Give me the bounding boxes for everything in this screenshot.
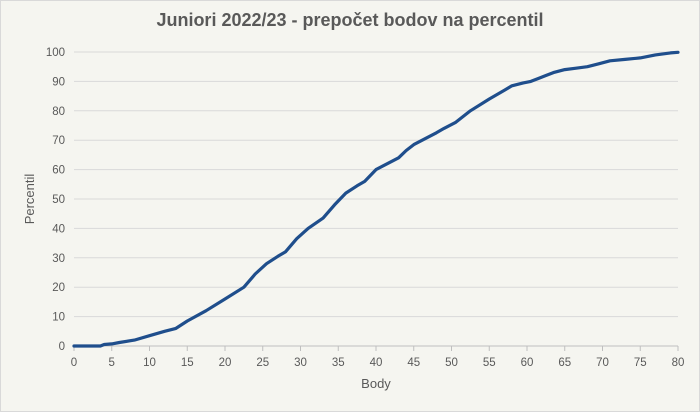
tick-layer: 0 10 20 30 40 50 60 70 80 90 100 0 5 10 15 20 25 30 35 40 45…: [46, 47, 685, 369]
x-tick-label: 55: [483, 357, 496, 369]
x-tick-label: 20: [219, 357, 232, 369]
chart-title: Juniori 2022/23 - prepočet bodov na perc…: [156, 10, 544, 30]
x-tick-label: 65: [558, 357, 571, 369]
y-tick-label: 50: [52, 194, 65, 206]
x-tick-label: 75: [634, 357, 647, 369]
x-tick-label: 80: [672, 357, 685, 369]
y-tick-label: 70: [52, 135, 65, 147]
x-axis-title: Body: [361, 376, 391, 391]
y-tick-label: 20: [52, 282, 65, 294]
x-tick-label: 25: [256, 357, 269, 369]
y-tick-label: 0: [59, 341, 65, 353]
x-tick-label: 35: [332, 357, 345, 369]
x-tick-label: 60: [521, 357, 534, 369]
y-tick-label: 40: [52, 223, 65, 235]
series-line-0: [72, 50, 680, 348]
x-tick-label: 15: [181, 357, 194, 369]
x-tick-label: 40: [370, 357, 383, 369]
series-layer: [72, 50, 680, 348]
x-tick-label: 50: [445, 357, 458, 369]
x-tick-label: 70: [596, 357, 609, 369]
x-tick-label: 10: [143, 357, 156, 369]
x-tick-label: 45: [407, 357, 420, 369]
y-tick-label: 80: [52, 106, 65, 118]
y-tick-label: 10: [52, 312, 65, 324]
y-tick-label: 90: [52, 76, 65, 88]
y-tick-label: 30: [52, 253, 65, 265]
y-axis-title: Percentil: [22, 174, 37, 225]
grid-layer: [74, 51, 678, 347]
x-tick-label: 5: [109, 357, 115, 369]
y-tick-label: 60: [52, 165, 65, 177]
x-tick-label: 0: [71, 357, 77, 369]
y-tick-label: 100: [46, 47, 65, 59]
x-tick-label: 30: [294, 357, 307, 369]
